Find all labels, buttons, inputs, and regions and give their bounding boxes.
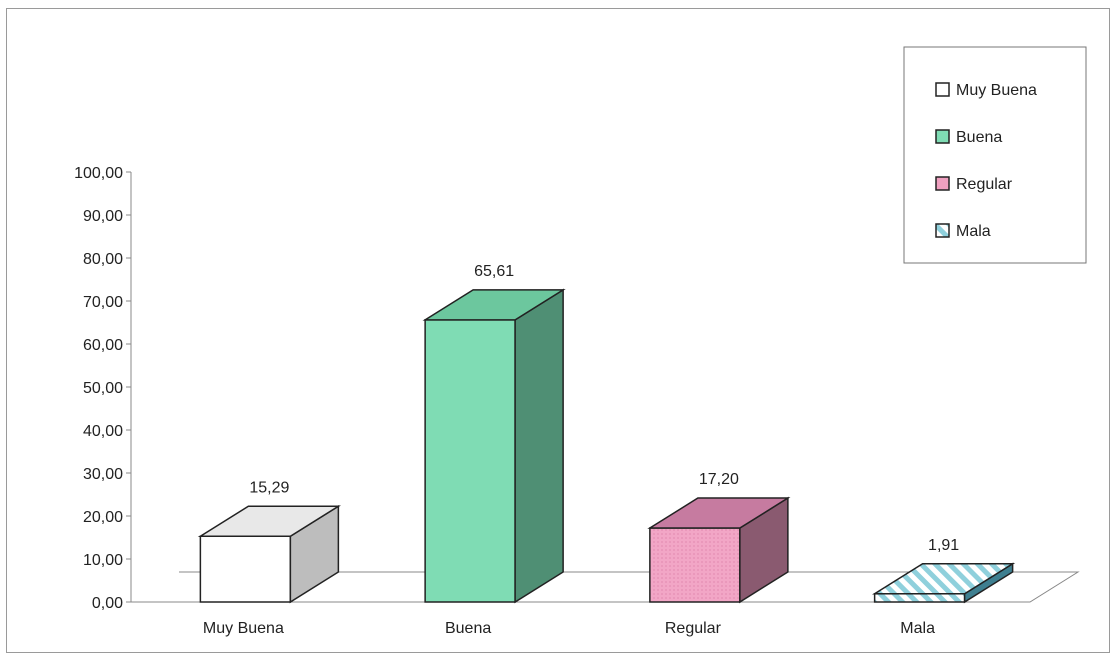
legend-swatch (935, 129, 950, 144)
y-tick-label: 20,00 (83, 509, 123, 526)
y-tick-label: 10,00 (83, 552, 123, 569)
axis-layer: 0,00 10,00 20,00 30,00 40,00 50,00 60,00 70,00 8… (74, 165, 1080, 612)
bars-layer (197, 288, 1016, 604)
bar-muy-buena (197, 504, 341, 604)
bar-front (649, 527, 741, 603)
bar-regular (647, 496, 791, 604)
y-tick-label: 100,00 (74, 165, 123, 182)
legend-label: Muy Buena (956, 82, 1037, 99)
legend-box (903, 46, 1087, 264)
bar-top (197, 505, 341, 538)
bar-buena (422, 288, 566, 604)
legend-item: Regular (935, 176, 1013, 193)
bar-top (422, 289, 566, 321)
y-tick-label: 90,00 (83, 208, 123, 225)
legend-item: Buena (935, 129, 1002, 146)
legend-label: Regular (956, 176, 1013, 193)
x-category-label: Mala (900, 620, 935, 637)
x-category-label: Muy Buena (203, 620, 284, 637)
y-tick-label: 60,00 (83, 337, 123, 354)
labels-layer: 15,29 Muy Buena 65,61 Buena 17,20 Regular 1,91… (203, 263, 959, 637)
data-label: 15,29 (249, 479, 289, 496)
y-tick-label: 30,00 (83, 466, 123, 483)
floor-plane (131, 571, 1080, 603)
legend-item: Muy Buena (935, 82, 1037, 99)
legend-item: Mala (935, 223, 991, 240)
y-tick-label: 70,00 (83, 294, 123, 311)
x-category-label: Regular (665, 620, 722, 637)
data-label: 17,20 (699, 471, 739, 488)
bar-mala (872, 562, 1016, 604)
y-tick-label: 0,00 (92, 595, 123, 612)
y-tick-label: 80,00 (83, 251, 123, 268)
data-label: 65,61 (474, 263, 514, 280)
x-category-label: Buena (445, 620, 491, 637)
legend-swatch (935, 82, 950, 97)
bar-side (514, 288, 564, 604)
legend-swatch (935, 176, 950, 191)
bar-front (873, 593, 966, 603)
data-label: 1,91 (928, 537, 959, 554)
legend-label: Mala (956, 223, 991, 240)
bar-top (647, 497, 791, 529)
y-tick-label: 40,00 (83, 423, 123, 440)
legend: Muy Buena Buena Regular Mala (903, 46, 1087, 264)
y-tick-label: 50,00 (83, 380, 123, 397)
bar-front (199, 535, 292, 603)
legend-swatch (935, 223, 950, 238)
bar-front (424, 319, 516, 603)
bar-top (872, 563, 1016, 595)
legend-label: Buena (956, 129, 1002, 146)
